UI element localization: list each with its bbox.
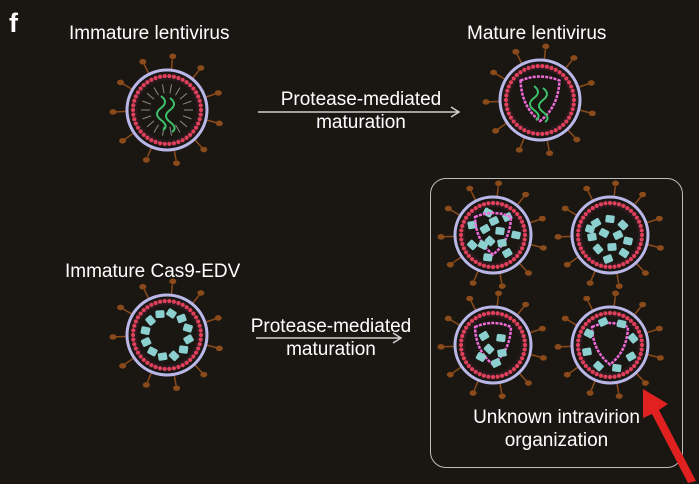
maturation-arrow-top: [258, 106, 461, 118]
panel-letter: f: [9, 8, 18, 38]
title-immature-cas9-edv: Immature Cas9-EDV: [65, 261, 241, 282]
arrow-label-top-line2: maturation: [316, 112, 406, 133]
virion-edv-outcome-b: [554, 180, 664, 289]
arrow-label-top: Protease-mediated maturation: [256, 88, 466, 134]
title-immature-lentivirus: Immature lentivirus: [69, 23, 230, 44]
highlight-arrow: [643, 389, 696, 483]
virion-mature-lentivirus: [482, 43, 596, 156]
virion-edv-outcome-a: [437, 180, 547, 289]
arrow-label-top-line1: Protease-mediated: [280, 89, 442, 110]
arrow-label-bottom-line1: Protease-mediated: [250, 316, 412, 337]
virion-immature-lentivirus: [109, 53, 223, 166]
virion-edv-outcome-d: [554, 290, 664, 399]
unknown-organization-label: Unknown intravirion organization: [430, 406, 683, 452]
arrow-label-bottom: Protease-mediated maturation: [236, 315, 426, 361]
unknown-label-line1: Unknown intravirion: [473, 407, 640, 428]
title-mature-lentivirus: Mature lentivirus: [467, 23, 607, 44]
virion-immature-cas9-edv: [109, 278, 223, 391]
virion-edv-outcome-c: [437, 290, 547, 399]
unknown-organization-box: [430, 178, 683, 468]
unknown-label-line2: organization: [504, 430, 609, 451]
maturation-arrow-bottom: [256, 332, 403, 344]
arrow-label-bottom-line2: maturation: [286, 339, 376, 360]
